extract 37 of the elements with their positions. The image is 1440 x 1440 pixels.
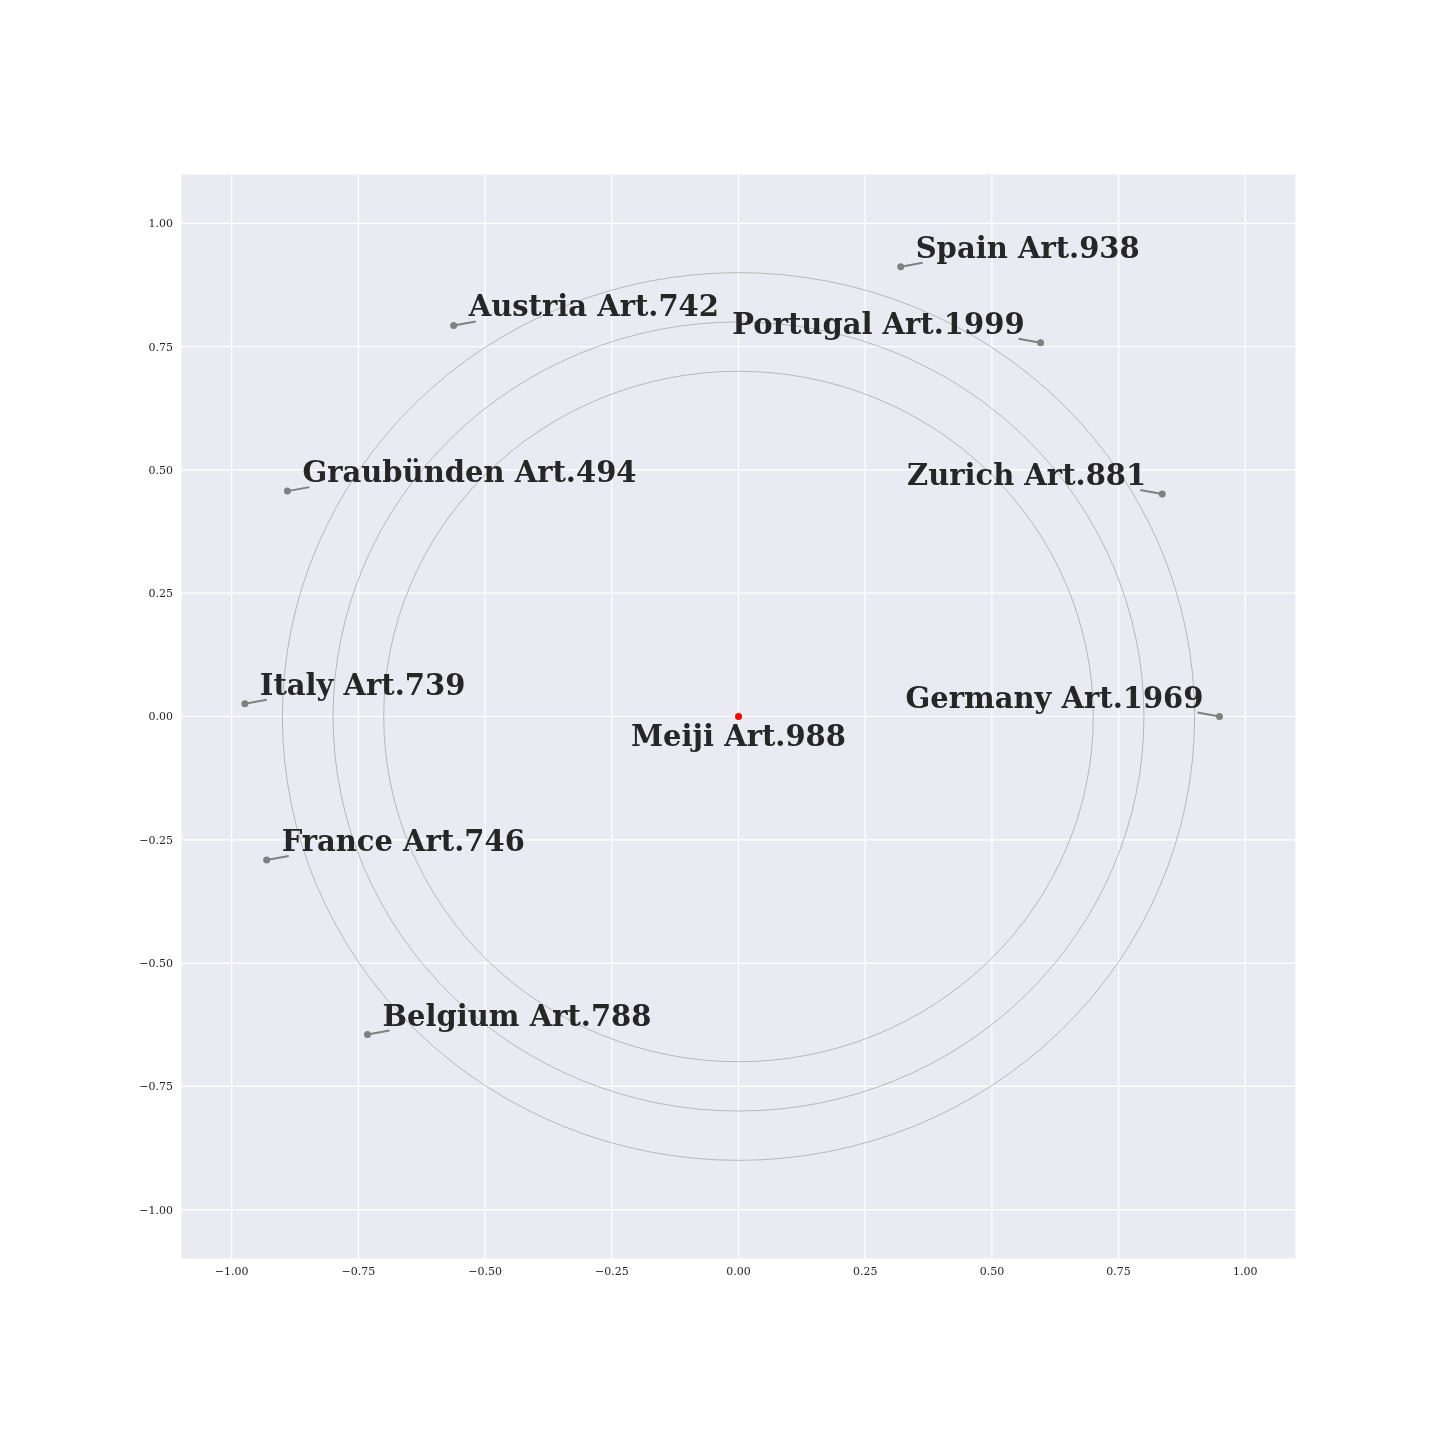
- data-label: Graubünden Art.494: [302, 455, 637, 490]
- y-tick-label: −0.25: [139, 833, 173, 847]
- data-label: Portugal Art.1999: [732, 306, 1025, 341]
- y-tick-label: −1.00: [139, 1203, 173, 1217]
- data-label: Spain Art.938: [915, 230, 1140, 265]
- data-label: Austria Art.742: [467, 289, 719, 324]
- data-label: France Art.746: [281, 824, 525, 859]
- point: [897, 263, 905, 271]
- point: [364, 1031, 372, 1039]
- x-tick-label: −0.75: [341, 1264, 376, 1278]
- y-tick-label: 0.50: [148, 463, 173, 477]
- x-tick-label: 0.50: [979, 1264, 1005, 1278]
- y-tick-label: 1.00: [148, 217, 173, 231]
- point: [450, 321, 458, 329]
- x-tick-label: −0.25: [594, 1264, 629, 1278]
- x-tick-label: 0.75: [1106, 1264, 1131, 1278]
- point: [283, 487, 291, 495]
- x-tick-label: −0.50: [468, 1264, 502, 1278]
- data-label: Belgium Art.788: [382, 998, 652, 1033]
- x-tick-label: 1.00: [1233, 1264, 1258, 1278]
- x-tick-label: 0.00: [726, 1264, 751, 1278]
- y-tick-label: 0.25: [148, 587, 173, 601]
- point: [241, 700, 249, 708]
- x-tick-label: 0.25: [852, 1264, 878, 1278]
- y-tick-label: −0.75: [139, 1080, 173, 1094]
- data-label: Meiji Art.988: [631, 718, 846, 753]
- point: [1037, 339, 1045, 347]
- data-label: Italy Art.739: [259, 667, 466, 702]
- x-tick-label: −1.00: [214, 1264, 249, 1278]
- y-tick-label: 0.00: [148, 710, 173, 724]
- point: [263, 856, 271, 864]
- y-tick-label: −0.50: [139, 957, 173, 970]
- point: [1215, 713, 1223, 720]
- y-tick-label: 0.75: [148, 340, 173, 354]
- data-label: Germany Art.1969: [905, 680, 1204, 715]
- data-label: Zurich Art.881: [907, 458, 1147, 493]
- point: [1158, 490, 1166, 498]
